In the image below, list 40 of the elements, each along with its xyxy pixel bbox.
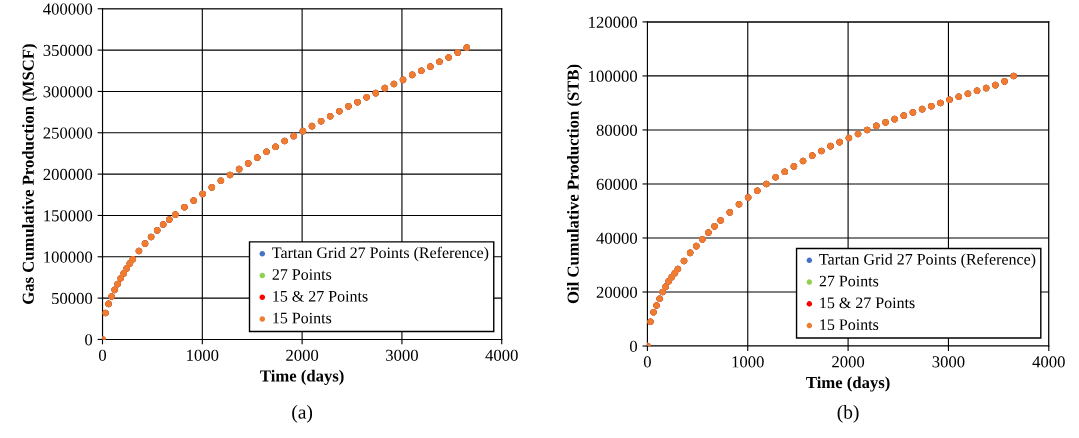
y-tick-label: 350000 [43,44,93,57]
text: (b) [837,405,859,423]
y-tick-label: 40000 [596,232,638,244]
y-axis-title: Oil Cumulative Production (STB) [567,64,583,304]
legend-label: 15 Points [273,312,332,324]
x-tick-label: 0 [98,349,107,361]
text: (a) [292,405,313,423]
x-tick-label: 1000 [187,349,219,361]
y-tick-label: 250000 [43,127,93,139]
y-tick-label: 100000 [589,70,638,82]
y-tick-label: 0 [629,340,638,352]
legend-label: 27 Points [272,269,332,280]
x-tick-label: 3000 [386,349,418,361]
x-tick-label: 0 [643,356,651,368]
x-tick-label: 2000 [286,349,319,361]
y-tick-label: 60000 [596,178,638,190]
legend-label: Tartan Grid 27 Points (Reference) [819,253,1036,268]
y-axis-title: Gas Cumulative Production (MSCF) [22,44,38,304]
y-tick-label: 120000 [589,16,638,28]
legend-label: 15 & 27 Points [820,297,915,309]
y-tick-label: 20000 [596,286,638,298]
x-axis-title: Time (days) [806,376,890,392]
x-tick-label: 2000 [832,356,865,368]
legend-label: 15 Points [820,319,879,330]
x-tick-label: 1000 [732,356,764,368]
x-tick-label: 3000 [932,356,965,368]
x-axis-title: Time (days) [260,369,344,385]
y-tick-label: 80000 [596,124,638,136]
y-tick-label: 400000 [43,3,93,15]
y-tick-label: 300000 [43,86,93,98]
y-tick-label: 50000 [52,292,93,305]
legend-label: 15 & 27 Points [273,290,368,302]
y-tick-label: 200000 [43,168,93,181]
y-tick-label: 0 [85,334,93,346]
legend-label: Tartan Grid 27 Points (Reference) [272,246,489,262]
y-tick-label: 100000 [44,251,93,263]
legend-label: 27 Points [819,275,879,287]
x-tick-label: 4000 [1032,356,1065,368]
x-tick-label: 4000 [485,349,518,361]
y-tick-label: 150000 [44,210,93,222]
